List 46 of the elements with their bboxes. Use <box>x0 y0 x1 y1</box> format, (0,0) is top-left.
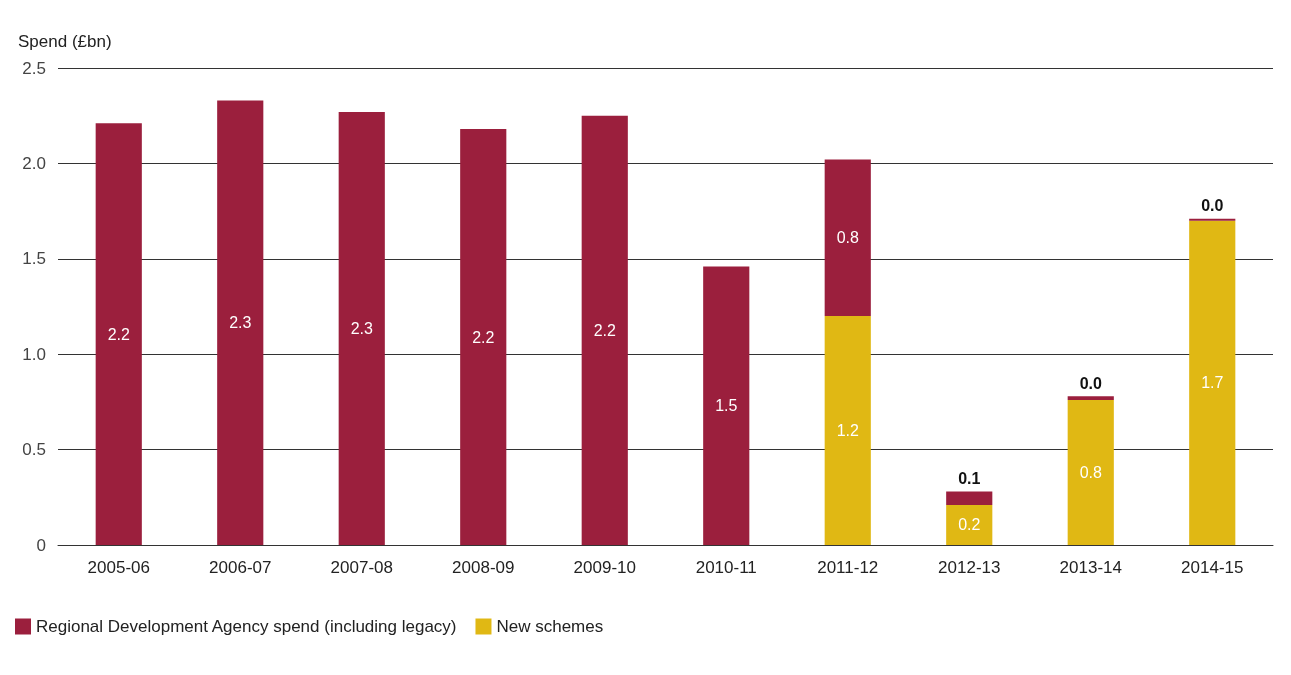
data-label: 1.5 <box>715 397 738 415</box>
data-label: 0.0 <box>1079 374 1102 392</box>
x-tick-label: 2010-11 <box>695 558 757 577</box>
x-tick-label: 2005-06 <box>87 558 150 577</box>
y-tick-label: 1.5 <box>22 249 46 269</box>
legend-label: Regional Development Agency spend (including legacy) <box>36 617 457 636</box>
data-label: 2.2 <box>593 321 616 339</box>
y-axis-title: Spend (£bn) <box>18 32 112 51</box>
y-tick-label: 2.5 <box>22 58 46 78</box>
bar <box>824 159 871 317</box>
bar <box>946 504 993 545</box>
data-label: 0.0 <box>1201 197 1224 215</box>
x-tick-label: 2006-07 <box>209 558 272 577</box>
bar <box>581 115 628 545</box>
bar <box>338 111 385 545</box>
data-label: 1.2 <box>836 422 859 440</box>
y-tick-label: 0 <box>36 535 46 555</box>
data-label: 0.2 <box>958 516 981 534</box>
y-tick-label: 0.5 <box>22 440 46 460</box>
bar <box>824 316 871 545</box>
x-tick-label: 2012-13 <box>938 558 1001 577</box>
legend-label: New schemes <box>496 617 604 636</box>
bar <box>1067 399 1114 545</box>
x-tick-label: 2008-09 <box>452 558 515 577</box>
data-label: 2.2 <box>472 328 495 346</box>
data-label: 1.7 <box>1201 374 1224 392</box>
data-label: 2.3 <box>229 314 252 332</box>
data-label: 0.1 <box>958 470 981 488</box>
bar <box>946 491 993 505</box>
bar <box>460 129 507 545</box>
x-tick-label: 2011-12 <box>817 558 879 577</box>
x-tick-label: 2009-10 <box>573 558 636 577</box>
y-tick-label: 1.0 <box>22 344 46 364</box>
bar <box>1189 220 1236 545</box>
bar <box>217 100 264 545</box>
y-tick-label: 2.0 <box>22 153 46 173</box>
x-tick-label: 2014-15 <box>1181 558 1244 577</box>
bar <box>703 266 750 545</box>
bar <box>95 123 142 545</box>
x-tick-label: 2007-08 <box>330 558 393 577</box>
data-label: 0.8 <box>836 229 859 247</box>
x-tick-label: 2013-14 <box>1059 558 1122 577</box>
data-label: 2.3 <box>350 319 373 337</box>
bar <box>1067 396 1114 400</box>
data-label: 0.8 <box>1079 464 1102 481</box>
data-label: 2.2 <box>107 325 130 343</box>
